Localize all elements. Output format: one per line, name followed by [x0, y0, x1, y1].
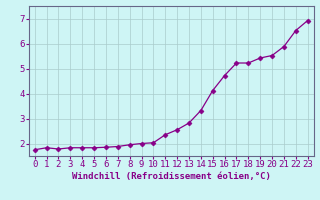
X-axis label: Windchill (Refroidissement éolien,°C): Windchill (Refroidissement éolien,°C) — [72, 172, 271, 181]
